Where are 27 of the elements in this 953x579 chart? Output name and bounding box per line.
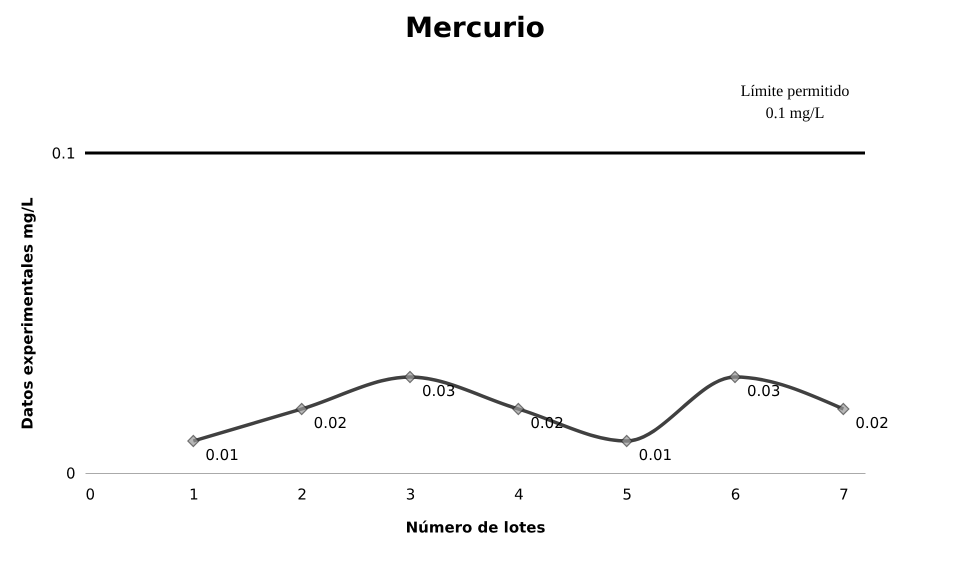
x-tick-label: 0 [86,486,96,504]
data-label: 0.03 [422,382,456,400]
y-tick-label: 0.1 [52,144,76,162]
chart-title: Mercurio [405,11,545,44]
x-tick-label: 1 [189,486,199,504]
data-label: 0.02 [314,414,348,432]
point [512,402,524,416]
data-label: 0.02 [855,414,889,432]
x-tick-label: 2 [297,486,307,504]
x-tick-label: 6 [730,486,740,504]
x-tick-label: 3 [406,486,416,504]
point [404,370,416,384]
point [187,434,200,448]
point [296,402,308,416]
y-axis-title: Datos experimentales mg/L [18,196,37,430]
point [837,402,850,416]
x-tick-label: 4 [514,486,524,504]
x-tick-label: 5 [622,486,632,504]
text: 0.1 mg/L [766,105,824,122]
x-axis-title: Número de lotes [406,518,546,536]
data-label: 0.01 [638,446,672,464]
data-label: 0.03 [747,382,780,400]
data-label: 0.01 [205,446,239,464]
text: Límite permitido [740,83,850,100]
x-tick-label: 7 [839,486,849,504]
point [728,370,742,384]
point [620,434,633,448]
